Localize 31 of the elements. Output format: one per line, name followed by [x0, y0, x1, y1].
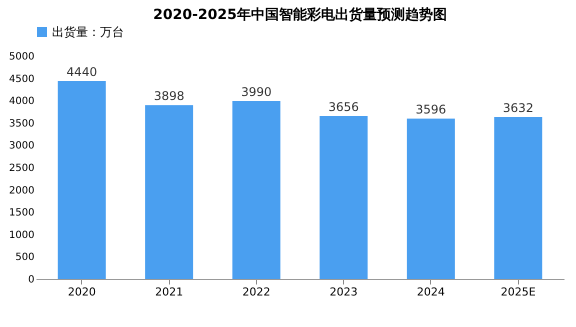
- x-tick-label: 2020: [68, 286, 96, 298]
- data-label: 3596: [416, 102, 446, 117]
- x-tick-label: 2022: [242, 286, 270, 298]
- data-label: 3632: [502, 101, 534, 116]
- bar: [320, 116, 368, 279]
- x-tick-label: 2023: [330, 286, 358, 298]
- bar: [232, 101, 280, 279]
- y-tick-label: 5000: [9, 52, 34, 62]
- y-tick-label: 3500: [9, 118, 34, 130]
- bar: [494, 117, 542, 279]
- data-label: 3898: [154, 89, 184, 104]
- data-label: 4440: [66, 64, 98, 79]
- bar: [58, 80, 106, 279]
- y-tick-label: 500: [15, 252, 34, 264]
- y-tick-label: 1000: [9, 230, 34, 241]
- y-tick-label: 4000: [9, 96, 34, 108]
- bar: [145, 105, 194, 279]
- x-tick-label: 2024: [416, 286, 445, 298]
- bar: [406, 118, 455, 279]
- y-tick-label: 2500: [9, 163, 34, 174]
- y-tick-label: 2000: [9, 185, 34, 196]
- y-tick-label: 4500: [9, 74, 34, 85]
- data-label: 3990: [241, 85, 272, 100]
- x-tick-label: 2025E: [500, 286, 536, 298]
- y-tick-label: 3000: [9, 140, 34, 152]
- chart-title: 2020-2025年中国智能彩电出货量预测趋势图: [153, 7, 447, 23]
- y-tick-label: 1500: [9, 208, 34, 219]
- data-label: 3656: [328, 100, 359, 114]
- y-tick-label: 0: [28, 274, 34, 286]
- legend-label: 出货量：万台: [52, 25, 124, 39]
- x-tick-label: 2021: [155, 286, 184, 298]
